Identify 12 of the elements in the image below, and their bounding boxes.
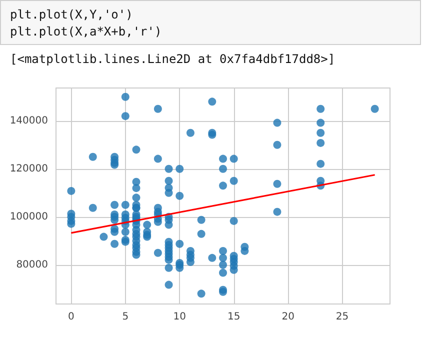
x-tick-label: 5	[122, 312, 129, 322]
y-tick-label: 80000	[16, 259, 48, 270]
x-tick-label: 15	[227, 312, 240, 322]
x-tick-label: 20	[282, 312, 294, 322]
y-tick-label: 100000	[10, 211, 48, 222]
x-tick-label: 25	[336, 312, 349, 322]
y-tick-label: 120000	[10, 163, 48, 174]
x-tick-label: 10	[173, 312, 186, 322]
y-tick-label: 140000	[10, 115, 48, 126]
x-tick-label: 0	[68, 312, 74, 322]
text: plt.plot(X,Y,'o') plt.plot(X,a*X+b,'r')	[10, 8, 162, 38]
text: [<matplotlib.lines.Line2D at 0x7fa4dbf17dd8>]	[10, 52, 336, 66]
